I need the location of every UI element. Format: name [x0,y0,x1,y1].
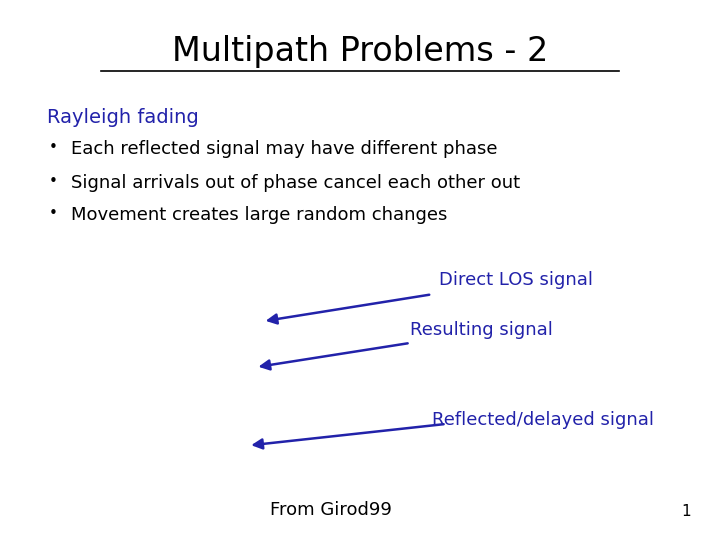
Text: 1: 1 [682,504,691,519]
Text: Reflected/delayed signal: Reflected/delayed signal [432,411,654,429]
Text: Rayleigh fading: Rayleigh fading [47,108,199,127]
Text: •: • [49,206,58,221]
Text: From Girod99: From Girod99 [270,502,392,519]
Text: •: • [49,140,58,156]
Text: Signal arrivals out of phase cancel each other out: Signal arrivals out of phase cancel each… [71,174,520,192]
Text: Movement creates large random changes: Movement creates large random changes [71,206,447,224]
Text: Multipath Problems - 2: Multipath Problems - 2 [172,35,548,68]
Text: •: • [49,174,58,189]
Text: Resulting signal: Resulting signal [410,321,553,339]
Text: Each reflected signal may have different phase: Each reflected signal may have different… [71,140,497,158]
Text: Direct LOS signal: Direct LOS signal [439,271,593,289]
